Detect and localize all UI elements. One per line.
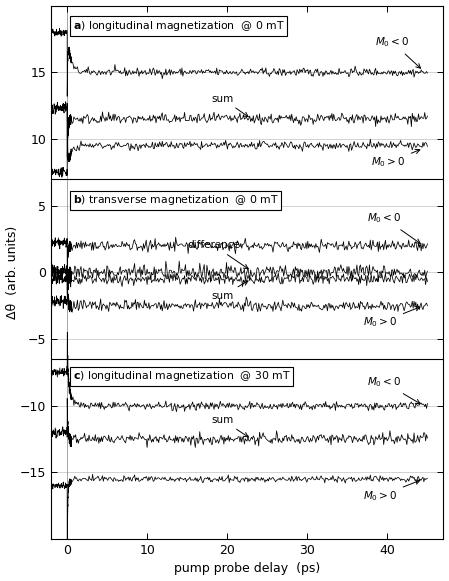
- X-axis label: pump probe delay  (ps): pump probe delay (ps): [174, 562, 321, 575]
- Text: $M_0 > 0$: $M_0 > 0$: [363, 307, 420, 329]
- Text: $\bf{a}$) longitudinal magnetization  @ 0 mT: $\bf{a}$) longitudinal magnetization @ 0…: [73, 19, 285, 33]
- Text: $M_0 > 0$: $M_0 > 0$: [371, 149, 420, 170]
- Text: sum: sum: [211, 415, 248, 437]
- Text: $M_0 < 0$: $M_0 < 0$: [375, 35, 421, 69]
- Text: $\bf{b}$) transverse magnetization  @ 0 mT: $\bf{b}$) transverse magnetization @ 0 m…: [73, 193, 279, 207]
- Y-axis label: Δθ  (arb. units): Δθ (arb. units): [5, 225, 18, 319]
- Text: $M_0 < 0$: $M_0 < 0$: [367, 376, 420, 404]
- Text: $M_0 < 0$: $M_0 < 0$: [367, 211, 420, 243]
- Text: difference: difference: [187, 241, 248, 269]
- Text: $\bf{c}$) longitudinal magnetization  @ 30 mT: $\bf{c}$) longitudinal magnetization @ 3…: [73, 370, 291, 383]
- Text: $M_0 > 0$: $M_0 > 0$: [363, 480, 420, 503]
- Text: sum: sum: [211, 94, 248, 117]
- Text: sum: sum: [211, 281, 248, 301]
